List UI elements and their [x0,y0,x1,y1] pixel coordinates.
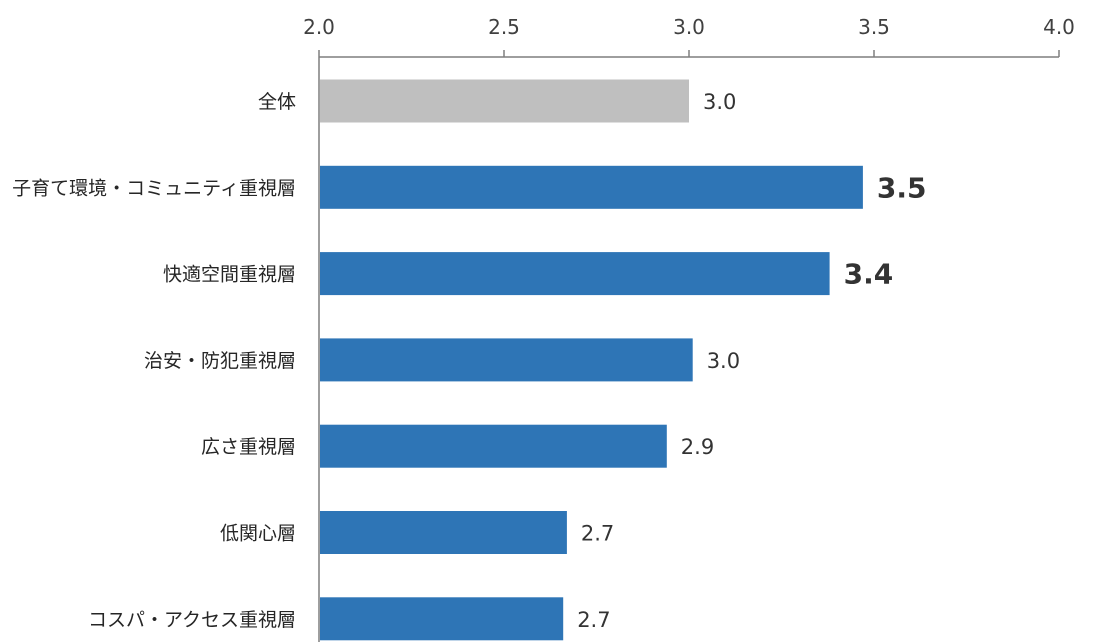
data-label: 2.9 [681,435,714,459]
bar [320,338,693,382]
category-label: コスパ・アクセス重視層 [88,609,296,631]
x-tick-label: 3.0 [673,15,705,39]
data-label: 3.0 [703,90,736,114]
category-label: 快適空間重視層 [163,264,296,286]
bar [320,511,567,554]
data-label: 3.5 [877,171,927,204]
bar [320,424,667,468]
category-label: 低関心層 [220,523,296,545]
category-label: 広さ重視層 [201,436,296,458]
bar [320,165,863,209]
data-label: 3.0 [707,349,740,373]
data-label: 2.7 [581,522,614,546]
data-labels: 3.0 3.5 3.4 3.0 2.9 2.7 2.7 [577,90,926,632]
x-tick-label: 2.0 [303,15,335,39]
data-label: 3.4 [844,258,894,291]
category-label: 全体 [258,91,296,113]
bars [320,79,863,641]
data-label: 2.7 [577,608,610,632]
bar [320,252,830,296]
category-label: 治安・防犯重視層 [144,350,296,372]
category-label: 子育て環境・コミュニティ重視層 [12,177,296,199]
x-tick-label: 2.5 [488,15,520,39]
x-tick-label: 4.0 [1043,15,1075,39]
x-tick-label: 3.5 [858,15,890,39]
x-axis: 2.0 2.5 3.0 3.5 4.0 [303,15,1075,642]
bar [320,597,564,641]
bar [320,79,689,123]
category-labels: 全体子育て環境・コミュニティ重視層快適空間重視層治安・防犯重視層広さ重視層低関心… [12,91,296,631]
